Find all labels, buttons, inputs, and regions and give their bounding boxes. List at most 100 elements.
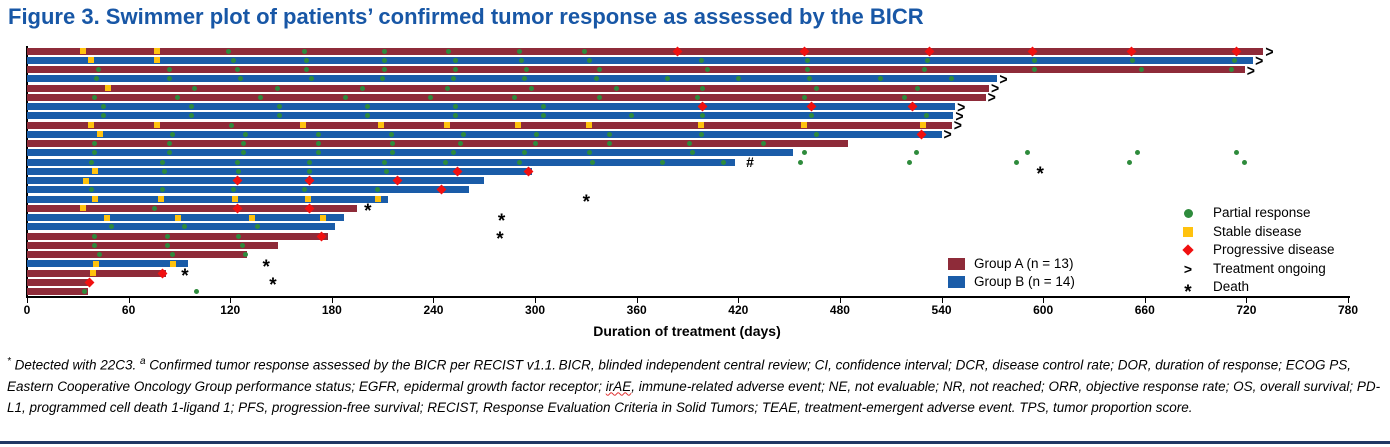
treatment-ongoing-symbol: > [943,125,952,144]
post-treatment-response-marker [913,150,919,156]
x-tick-label: 120 [220,303,241,317]
partial-response-marker [88,159,94,165]
partial-response-marker [813,131,819,137]
stable-disease-marker [79,48,86,54]
x-tick-label: 780 [1337,303,1359,317]
partial-response-marker [700,85,706,91]
partial-response-marker [700,113,706,119]
legend-label: Partial response [1213,205,1311,220]
partial-response-marker [512,94,518,100]
x-tick-mark [1144,298,1146,303]
legend-item: Partial response [0,204,1390,222]
partial-response-marker [100,113,106,119]
x-tick-mark [128,298,130,303]
partial-response-marker [315,141,321,146]
partial-response-marker [446,48,452,54]
partial-response-marker [254,224,260,230]
partial-response-marker [806,76,812,82]
post-treatment-response-marker [1127,159,1133,165]
partial-response-marker [315,150,321,156]
group-legend-item: Group B (n = 14) [0,274,1390,290]
partial-response-marker [805,57,811,63]
partial-response-marker [1232,57,1238,63]
stable-disease-marker [91,168,98,175]
partial-response-marker [88,187,94,193]
partial-response-marker [159,159,165,165]
x-tick-mark [738,298,740,303]
partial-response-marker [95,67,101,72]
partial-response-legend-icon [1180,204,1196,222]
partial-response-marker [165,242,171,248]
stable-disease-marker [96,131,103,138]
partial-response-marker [381,159,387,165]
partial-response-marker [359,85,365,91]
partial-response-marker [534,131,540,137]
death-symbol: * [582,192,590,213]
partial-response-marker [1032,67,1038,72]
partial-response-marker [182,224,187,230]
stable-disease-marker [919,122,926,128]
partial-response-marker [664,76,670,82]
partial-response-marker [276,104,282,109]
group-legend-label: Group A (n = 13) [974,256,1074,271]
partial-response-marker [801,94,807,100]
patient-bar [27,204,358,212]
partial-response-marker [109,224,115,230]
stable-disease-legend-icon [1180,223,1196,241]
patient-bar [27,214,344,221]
x-tick-label: 60 [121,303,136,317]
censored-symbol: # [746,154,754,170]
partial-response-marker [166,150,172,156]
partial-response-marker [901,94,907,100]
x-tick-mark [331,298,333,303]
stable-disease-marker [79,205,86,212]
partial-response-marker [1130,57,1136,63]
patient-bar [27,288,88,295]
partial-response-marker [541,113,547,119]
treatment-ongoing-symbol: > [953,115,962,135]
patient-bar [27,158,735,166]
partial-response-marker [427,94,433,100]
stable-disease-marker [154,122,161,128]
footnote-segment: Confirmed tumor response assessed by the… [7,357,1352,394]
partial-response-marker [381,67,387,72]
treatment-ongoing-symbol: > [990,78,1000,98]
partial-response-marker [922,67,928,72]
legend-item: * Death [0,278,1390,303]
figure-title: Figure 3. Swimmer plot of patients’ conf… [8,4,924,29]
legend-item: > Treatment ongoing [0,260,1390,278]
partial-response-marker [808,113,814,119]
partial-response-marker [159,187,165,193]
patient-bar [27,186,470,194]
partial-response-marker [686,141,692,146]
partial-response-marker [151,205,157,211]
partial-response-marker [364,113,370,119]
group-color-swatch [948,258,965,270]
partial-response-marker [166,141,172,146]
partial-response-marker [303,57,309,63]
star-glyph: * [1184,282,1192,304]
partial-response-marker [590,159,596,165]
partial-response-marker [690,150,696,156]
partial-response-marker [1228,67,1234,72]
x-tick-mark [839,298,841,303]
patient-bar [27,149,793,157]
x-axis-title: Duration of treatment (days) [593,323,781,339]
partial-response-marker [452,67,458,72]
treatment-ongoing-symbol: > [999,69,1008,88]
legend-label: Stable disease [1213,223,1302,239]
patient-bar [27,251,248,258]
legend-label: Death [1213,279,1250,294]
stable-disease-marker [698,122,705,128]
stable-disease-marker [374,196,381,202]
patient-bar [27,84,989,92]
patient-bar [27,56,1254,64]
partial-response-marker [236,233,242,239]
partial-response-marker [258,94,264,100]
patient-bar [27,260,188,268]
x-tick-mark [1348,298,1349,303]
partial-response-marker [593,76,599,82]
partial-response-marker [607,141,613,146]
partial-response-marker [175,94,181,100]
partial-response-marker [659,159,665,165]
